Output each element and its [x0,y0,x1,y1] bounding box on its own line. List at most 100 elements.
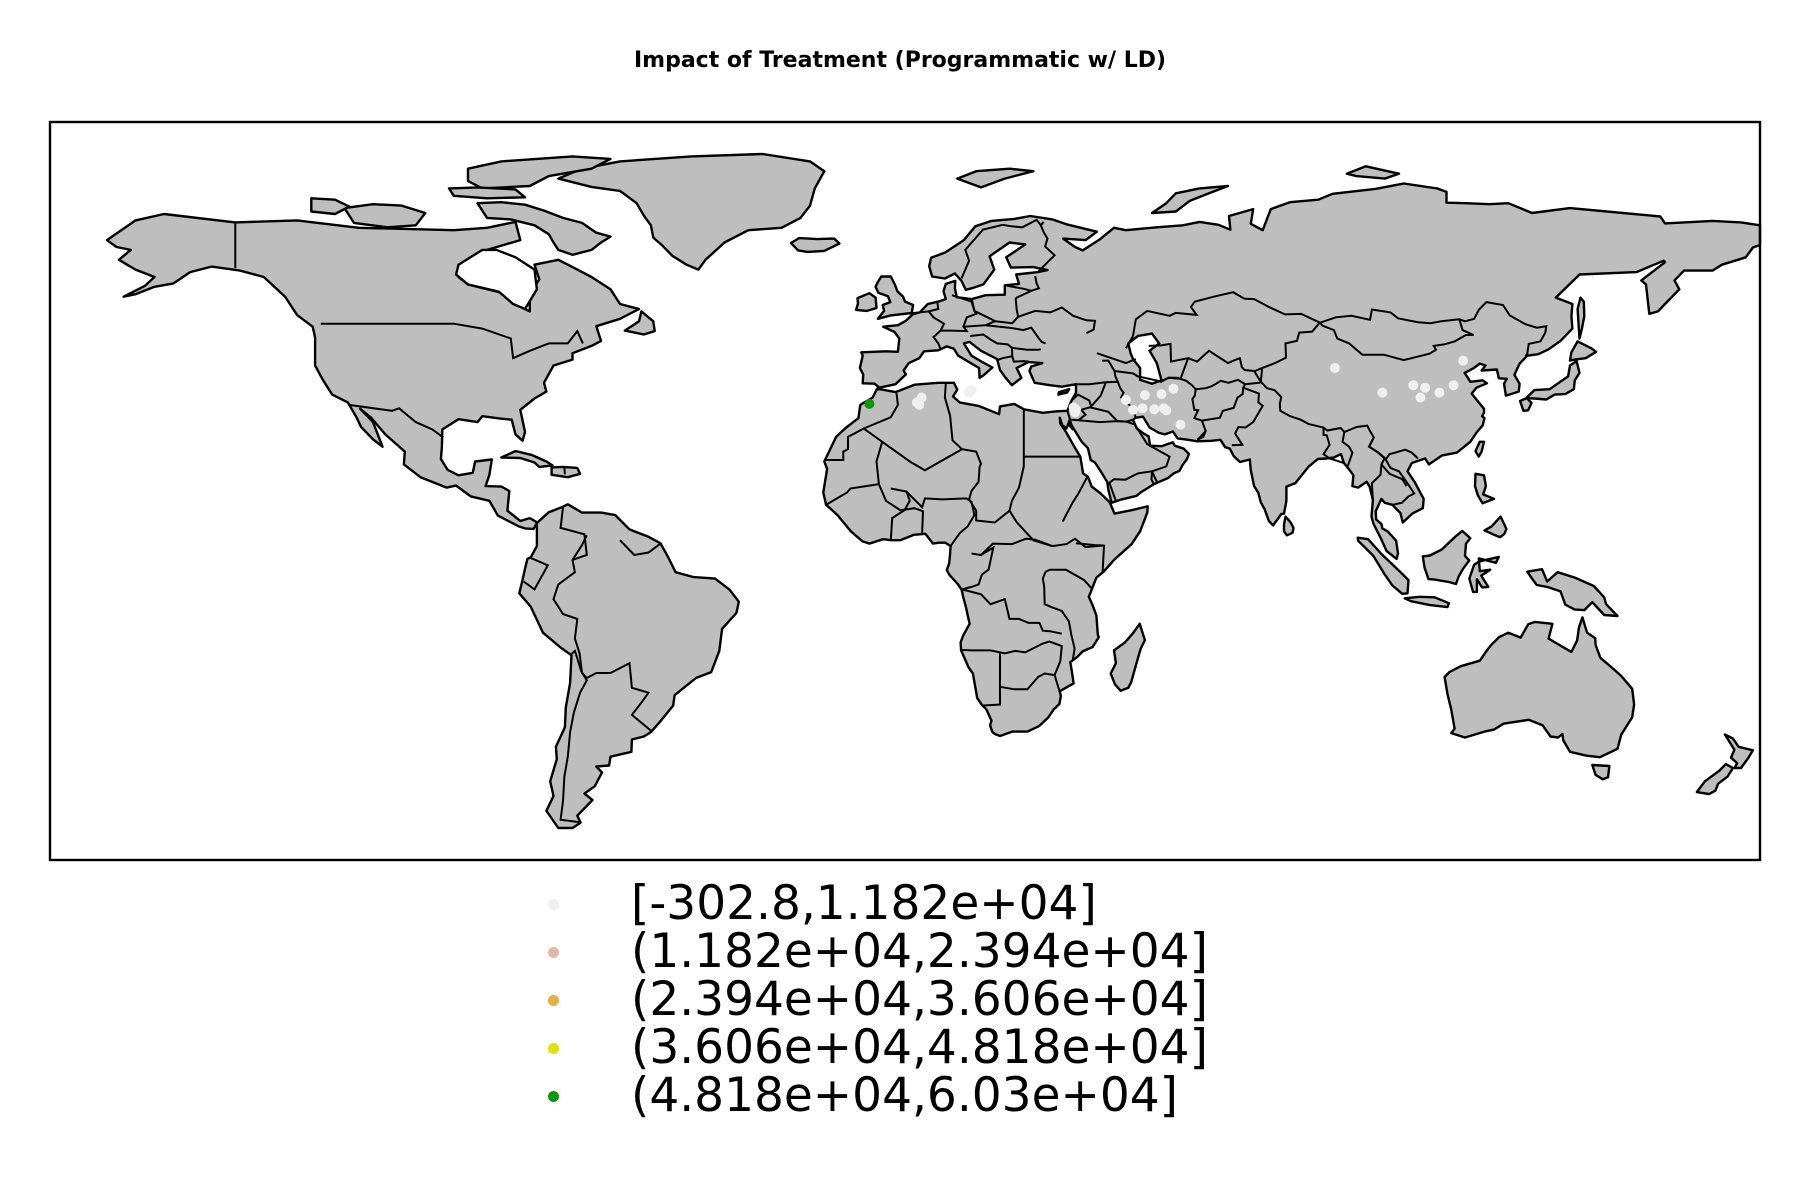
country-border [890,310,946,350]
country-border [961,545,995,591]
country-border [1384,459,1416,506]
border-layer [234,218,1548,824]
landmass-ireland [854,292,878,313]
country-border [1061,476,1089,522]
landmass-borneo [1421,529,1472,586]
country-border [563,467,566,475]
country-border [1187,349,1262,383]
landmass-victoria-island [343,203,427,229]
country-border [1011,355,1030,363]
data-point [1175,419,1186,430]
landmass-iceland [789,236,841,254]
landmass-greenland [557,152,826,271]
country-border [1341,431,1354,467]
country-border [969,333,1014,362]
data-point [1377,387,1388,398]
country-border [619,539,661,557]
point-layer [864,355,1469,430]
country-border [961,588,1063,635]
country-border [1017,306,1097,334]
landmass-cyprus [1057,388,1071,396]
country-border [559,507,588,561]
landmass-svalbard [956,167,1035,189]
landmass-ellesmere-island [466,155,612,190]
water-hudson-bay [454,248,539,311]
data-point [964,387,975,398]
country-border [1008,409,1103,549]
landmass-great-britain [874,275,915,320]
landmass-madagascar [1109,622,1147,692]
landmass-japan-honshu [1525,359,1581,401]
landmass-japan-hokkaido [1568,340,1598,362]
country-border [1011,346,1041,351]
country-border [1037,221,1057,273]
country-border [1195,378,1247,422]
data-point [1149,404,1160,415]
country-border [1380,463,1408,487]
country-border [1231,386,1265,447]
country-border [1196,430,1207,441]
legend-label: (3.606e+04,4.818e+04] [631,1020,1208,1075]
country-border [1004,284,1032,292]
legend-dot-icon [548,1091,559,1102]
data-point [1415,392,1426,403]
country-border [1076,359,1120,386]
landmass-new-guinea [1526,568,1619,618]
country-border [1107,470,1159,485]
landmass-taiwan [1474,440,1486,458]
data-point [1408,380,1419,391]
country-border [1108,482,1118,503]
legend-label: (4.818e+04,6.03e+04] [631,1068,1179,1123]
country-border [1367,436,1387,500]
landmass-banks-island [310,197,351,216]
country-border [1078,419,1171,485]
country-border [890,487,976,547]
legend-dot-icon [548,1043,559,1054]
landmass-devon-island [447,186,527,200]
country-border [552,534,652,732]
legend-dot-icon [548,947,559,958]
legend-label: (2.394e+04,3.606e+04] [631,972,1208,1027]
country-border [523,556,550,591]
data-point [864,398,875,409]
country-border [877,483,925,534]
landmass-africa-eurasia [822,182,1762,738]
legend-dot-icon [548,899,559,910]
data-point [1458,355,1469,366]
country-border [559,649,588,824]
landmass-new-zealand-north [1723,733,1755,770]
legend-dot-icon [548,995,559,1006]
country-border [1070,393,1093,422]
landmass-luzon [1473,472,1496,505]
country-border [1066,410,1075,431]
map-title: Impact of Treatment (Programmatic w/ LD) [633,48,1167,73]
landmass-sri-lanka [1282,515,1295,537]
country-border [1319,301,1548,357]
data-point [914,399,925,410]
landmass-newfoundland [623,310,656,336]
country-border [1041,571,1076,661]
map-frame [48,120,1762,862]
country-border [1096,352,1137,365]
country-border [999,672,1054,691]
landmass-cuba [500,449,554,469]
data-point [1120,395,1131,405]
landmass-new-zealand-south [1695,762,1735,796]
data-point [1420,382,1431,393]
landmass-java [1403,595,1451,609]
country-border [348,403,444,439]
landmass-baffin-island [476,201,612,256]
data-point [1434,387,1445,398]
data-point [1329,363,1340,373]
country-border [928,301,940,313]
data-point [1139,390,1150,401]
landmass-mindanao [1483,515,1508,539]
landmass-novaya-zemlya [1150,184,1230,215]
country-border [985,324,1046,345]
data-point [1448,380,1459,391]
landmass-sulawesi [1468,555,1500,594]
landmass-sakhalin [1576,296,1586,340]
country-border [1015,275,1041,300]
country-border [960,640,1063,698]
landmass-tasmania [1591,763,1611,781]
